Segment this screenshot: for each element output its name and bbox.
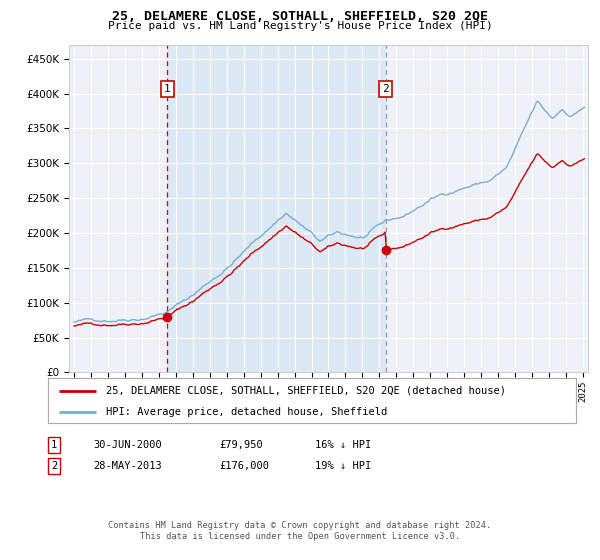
Bar (167, 45, 386, 372)
Text: £176,000: £176,000 (219, 461, 269, 471)
Text: £79,950: £79,950 (219, 440, 263, 450)
Text: 19% ↓ HPI: 19% ↓ HPI (315, 461, 371, 471)
Text: 28-MAY-2013: 28-MAY-2013 (93, 461, 162, 471)
Text: 1: 1 (51, 440, 57, 450)
Text: Contains HM Land Registry data © Crown copyright and database right 2024.
This d: Contains HM Land Registry data © Crown c… (109, 521, 491, 540)
Text: 25, DELAMERE CLOSE, SOTHALL, SHEFFIELD, S20 2QE: 25, DELAMERE CLOSE, SOTHALL, SHEFFIELD, … (112, 10, 488, 23)
Text: 16% ↓ HPI: 16% ↓ HPI (315, 440, 371, 450)
Text: Price paid vs. HM Land Registry's House Price Index (HPI): Price paid vs. HM Land Registry's House … (107, 21, 493, 31)
Text: 1: 1 (164, 84, 171, 94)
Text: 30-JUN-2000: 30-JUN-2000 (93, 440, 162, 450)
Text: HPI: Average price, detached house, Sheffield: HPI: Average price, detached house, Shef… (106, 407, 388, 417)
Text: 2: 2 (51, 461, 57, 471)
Text: 2: 2 (382, 84, 389, 94)
Text: 25, DELAMERE CLOSE, SOTHALL, SHEFFIELD, S20 2QE (detached house): 25, DELAMERE CLOSE, SOTHALL, SHEFFIELD, … (106, 385, 506, 395)
